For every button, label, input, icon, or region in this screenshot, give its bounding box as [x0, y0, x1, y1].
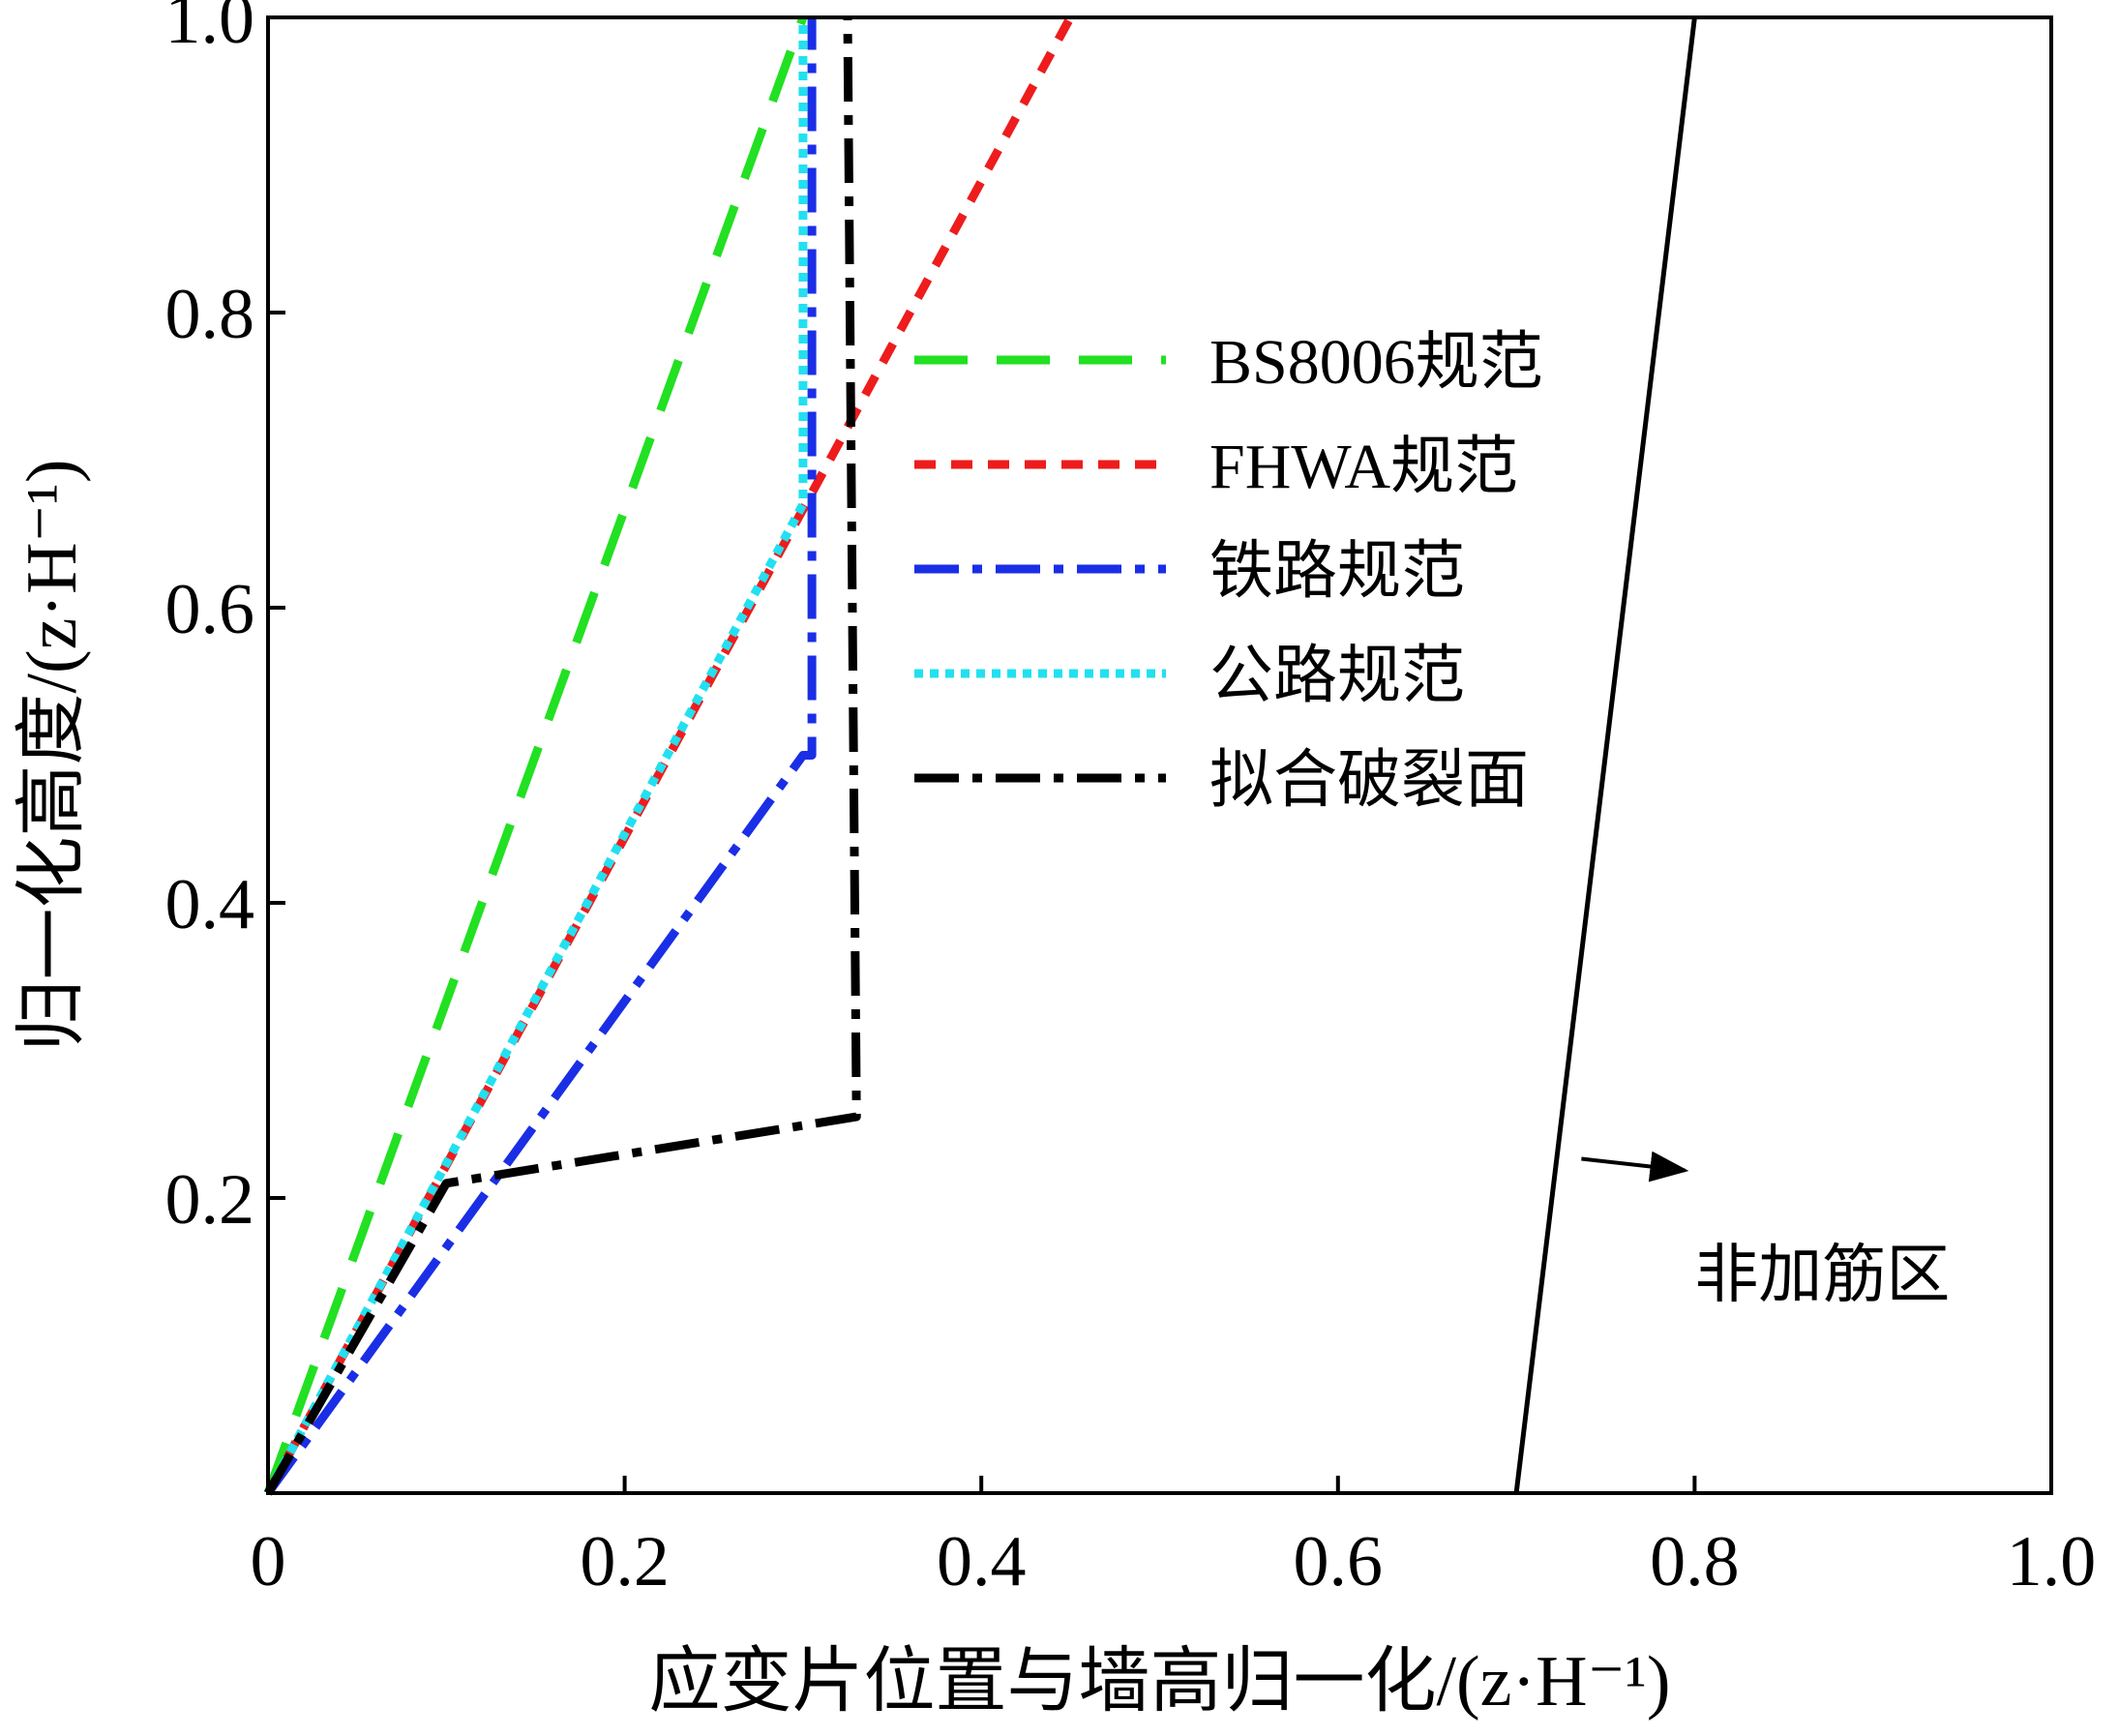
x-tick-label-4: 0.8	[1650, 1522, 1740, 1601]
y-tick-label-1: 0.4	[165, 865, 255, 944]
series-line-1	[264, 15, 1075, 1496]
annotation-label-0: 非加筋区	[1694, 1241, 1950, 1311]
series-line-3	[264, 17, 808, 1496]
legend-label-3: 公路规范	[1209, 641, 1465, 711]
ticks-layer: 0 0.2 0.4 0.6 0.8 1.0 0.2 0.4 0.6 0.8 1.0	[165, 0, 2097, 1601]
x-tick-label-5: 1.0	[2007, 1522, 2097, 1601]
legend-label-0: BS8006规范	[1209, 327, 1543, 398]
x-tick-label-2: 0.4	[937, 1522, 1027, 1601]
series-layer	[263, 15, 1697, 1496]
y-tick-label-2: 0.6	[165, 570, 255, 649]
series-line-0	[263, 15, 808, 1495]
x-tick-label-3: 0.6	[1294, 1522, 1384, 1601]
annotation-layer: 非加筋区	[1581, 1151, 1950, 1311]
series-line-4	[264, 16, 861, 1496]
annotation-arrow-0	[1581, 1151, 1689, 1182]
x-tick-label-0: 0	[251, 1522, 286, 1601]
y-tick-label-3: 0.8	[165, 275, 255, 354]
y-axis-title: 归一化高度/(z·H⁻¹)	[13, 459, 92, 1051]
series-line-5	[1513, 16, 1697, 1494]
legend-label-2: 铁路规范	[1209, 536, 1465, 607]
x-tick-label-1: 0.2	[580, 1522, 670, 1601]
plot-frame	[266, 15, 2053, 1495]
y-tick-label-0: 0.2	[165, 1160, 255, 1240]
x-axis-title: 应变片位置与墙高归一化/(z·H⁻¹)	[648, 1642, 1670, 1721]
series-line-2	[264, 17, 817, 1496]
legend-label-1: FHWA规范	[1209, 432, 1518, 502]
legend-label-4: 拟合破裂面	[1209, 745, 1529, 816]
y-tick-label-4: 1.0	[165, 0, 255, 59]
